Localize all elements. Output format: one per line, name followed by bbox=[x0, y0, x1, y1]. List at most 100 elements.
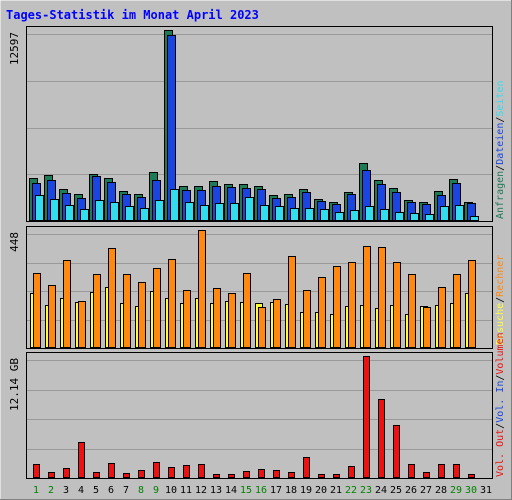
visits-panel-frame bbox=[26, 226, 493, 349]
bar-volumen-day-27 bbox=[423, 472, 430, 478]
day-label-15: 15 bbox=[240, 485, 252, 496]
volume-panel-frame bbox=[26, 352, 493, 479]
y-max-label: 12.14 GB bbox=[8, 358, 21, 411]
bar-rechner-day-19 bbox=[303, 290, 311, 348]
bar-volumen-day-14 bbox=[228, 474, 235, 478]
bar-volumen-day-17 bbox=[273, 470, 280, 478]
bar-rechner-day-15 bbox=[243, 273, 251, 348]
legend-visits: Besuche/Rechner bbox=[495, 255, 506, 345]
day-labels: 1 2 3 4 5 6 7 8 9 10 11 12 13 14 15 16 17 18 19 20 21 22 23 24 2… bbox=[33, 485, 492, 496]
bar-volumen-day-5 bbox=[93, 472, 100, 478]
bar-volumen-day-11 bbox=[183, 465, 190, 478]
day-label-27: 27 bbox=[420, 485, 432, 496]
legend-dateien: Dateien bbox=[495, 123, 506, 165]
legends: Anfragen/Dateien/SeitenBesuche/RechnerVo… bbox=[495, 80, 506, 477]
day-label-9: 9 bbox=[153, 485, 159, 496]
bar-volumen-day-7 bbox=[123, 473, 130, 478]
legend-separator: / bbox=[495, 297, 506, 303]
bar-volumen-day-15 bbox=[243, 471, 250, 478]
legend-seiten: Seiten bbox=[495, 80, 506, 116]
volume-panel: 12.14 GB bbox=[8, 352, 493, 479]
bar-seiten-day-3 bbox=[65, 205, 74, 221]
bar-volumen-day-28 bbox=[438, 464, 445, 478]
bar-rechner-day-1 bbox=[33, 273, 41, 348]
legend-vol-out: Vol. Out bbox=[495, 429, 506, 477]
bar-rechner-day-22 bbox=[348, 262, 356, 348]
day-label-23: 23 bbox=[360, 485, 372, 496]
bar-rechner-day-4 bbox=[78, 301, 86, 348]
legend-separator: / bbox=[495, 423, 506, 429]
bar-seiten-day-28 bbox=[440, 206, 449, 221]
bar-rechner-day-28 bbox=[438, 287, 446, 348]
day-label-7: 7 bbox=[123, 485, 129, 496]
legend-requests: Anfragen/Dateien/Seiten bbox=[495, 80, 506, 219]
bar-rechner-day-13 bbox=[213, 288, 221, 348]
bar-rechner-day-12 bbox=[198, 230, 206, 348]
legend-vol-in: Vol. In bbox=[495, 381, 506, 423]
bar-rechner-day-30 bbox=[468, 260, 476, 348]
bar-seiten-day-8 bbox=[140, 208, 149, 221]
bar-rechner-day-23 bbox=[363, 246, 371, 348]
bar-seiten-day-7 bbox=[125, 206, 134, 221]
bar-volumen-day-22 bbox=[348, 466, 355, 478]
day-label-24: 24 bbox=[375, 485, 387, 496]
bar-volumen-day-29 bbox=[453, 464, 460, 478]
bar-seiten-day-11 bbox=[185, 202, 194, 221]
y-max-label: 448 bbox=[8, 232, 21, 252]
day-label-13: 13 bbox=[210, 485, 222, 496]
bar-seiten-day-14 bbox=[230, 203, 239, 221]
bar-volumen-day-19 bbox=[303, 457, 310, 478]
bar-seiten-day-23 bbox=[365, 206, 374, 221]
bar-volumen-day-16 bbox=[258, 469, 265, 478]
bar-seiten-day-29 bbox=[455, 205, 464, 221]
bar-seiten-day-1 bbox=[35, 195, 44, 221]
day-label-11: 11 bbox=[180, 485, 192, 496]
bar-volumen-day-13 bbox=[213, 474, 220, 478]
bar-volumen-day-30 bbox=[468, 474, 475, 478]
day-label-22: 22 bbox=[345, 485, 357, 496]
bar-volumen-day-12 bbox=[198, 464, 205, 478]
bar-rechner-day-29 bbox=[453, 274, 461, 348]
bar-rechner-day-25 bbox=[393, 262, 401, 348]
bar-volumen-day-2 bbox=[48, 472, 55, 478]
bar-volumen-day-6 bbox=[108, 463, 115, 478]
bar-rechner-day-16 bbox=[258, 307, 266, 348]
bar-rechner-day-18 bbox=[288, 256, 296, 348]
visits-panel: 448 bbox=[8, 226, 493, 349]
day-label-26: 26 bbox=[405, 485, 417, 496]
bar-volumen-day-9 bbox=[153, 462, 160, 478]
bar-seiten-day-20 bbox=[320, 209, 329, 221]
requests-panel: 12597 bbox=[8, 26, 493, 222]
bar-rechner-day-8 bbox=[138, 282, 146, 348]
day-label-14: 14 bbox=[225, 485, 237, 496]
legend-anfragen: Anfragen bbox=[495, 171, 506, 219]
day-label-25: 25 bbox=[390, 485, 402, 496]
bar-seiten-day-17 bbox=[275, 206, 284, 221]
bar-seiten-day-30 bbox=[470, 216, 479, 221]
bar-seiten-day-18 bbox=[290, 208, 299, 221]
bar-rechner-day-26 bbox=[408, 274, 416, 348]
day-label-2: 2 bbox=[48, 485, 54, 496]
day-label-21: 21 bbox=[330, 485, 342, 496]
bar-rechner-day-6 bbox=[108, 248, 116, 348]
bar-volumen-day-8 bbox=[138, 470, 145, 478]
day-label-10: 10 bbox=[165, 485, 177, 496]
day-label-17: 17 bbox=[270, 485, 282, 496]
bar-seiten-day-6 bbox=[110, 202, 119, 221]
bar-seiten-day-22 bbox=[350, 210, 359, 221]
day-label-16: 16 bbox=[255, 485, 267, 496]
bar-volumen-day-4 bbox=[78, 442, 85, 478]
bar-rechner-day-14 bbox=[228, 293, 236, 348]
day-label-18: 18 bbox=[285, 485, 297, 496]
legend-separator: / bbox=[495, 165, 506, 171]
bar-seiten-day-16 bbox=[260, 205, 269, 221]
day-label-31: 31 bbox=[480, 485, 492, 496]
bar-seiten-day-10 bbox=[170, 189, 179, 221]
bar-volumen-day-21 bbox=[333, 474, 340, 478]
day-label-28: 28 bbox=[435, 485, 447, 496]
day-label-3: 3 bbox=[63, 485, 69, 496]
bar-volumen-day-25 bbox=[393, 425, 400, 478]
legend-volumen: Volumen bbox=[495, 332, 506, 374]
